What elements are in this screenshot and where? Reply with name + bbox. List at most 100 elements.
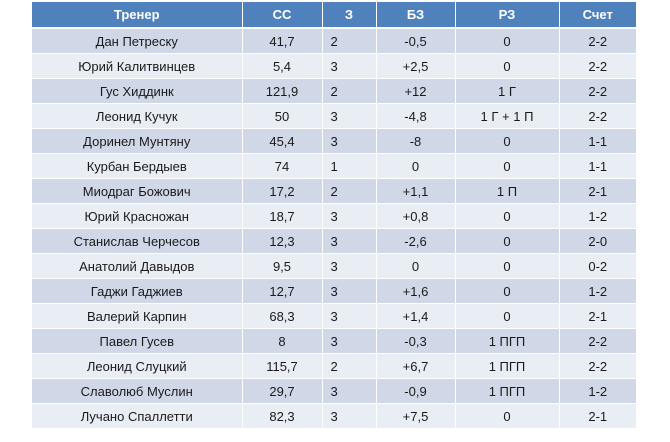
bz-cell: +6,7: [376, 353, 456, 379]
ss-cell: 45,4: [242, 128, 323, 154]
score-cell: 2-2: [559, 328, 636, 354]
bz-cell: 0: [376, 253, 456, 279]
rz-cell: 1 П: [455, 178, 560, 204]
header-coach: Тренер: [32, 2, 243, 29]
table-row: Дан Петреску 41,7 2 -0,5 0 2-2: [32, 28, 636, 54]
header-ss: СС: [242, 2, 323, 29]
bz-cell: -0,5: [376, 28, 456, 54]
table-row: Миодраг Божович 17,2 2 +1,1 1 П 2-1: [32, 178, 636, 204]
score-cell: 2-1: [559, 403, 636, 429]
z-cell: 3: [322, 378, 377, 404]
ss-cell: 29,7: [242, 378, 323, 404]
coach-cell: Леонид Слуцкий: [32, 353, 243, 379]
score-cell: 2-0: [559, 228, 636, 254]
table-row: Леонид Кучук 50 3 -4,8 1 Г + 1 П 2-2: [32, 103, 636, 129]
header-score: Счет: [559, 2, 636, 29]
coach-cell: Павел Гусев: [32, 328, 243, 354]
bz-cell: +1,1: [376, 178, 456, 204]
rz-cell: 0: [455, 128, 560, 154]
score-cell: 0-2: [559, 253, 636, 279]
table-row: Лучано Спаллетти 82,3 3 +7,5 0 2-1: [32, 403, 636, 429]
ss-cell: 74: [242, 153, 323, 179]
z-cell: 3: [322, 103, 377, 129]
z-cell: 2: [322, 353, 377, 379]
coach-cell: Миодраг Божович: [32, 178, 243, 204]
table-row: Курбан Бердыев 74 1 0 0 1-1: [32, 153, 636, 179]
table-row: Леонид Слуцкий 115,7 2 +6,7 1 ПГП 2-2: [32, 353, 636, 379]
score-cell: 1-2: [559, 278, 636, 304]
header-z: З: [322, 2, 377, 29]
header-row: Тренер СС З БЗ РЗ Счет: [32, 2, 636, 29]
bz-cell: +1,4: [376, 303, 456, 329]
rz-cell: 0: [455, 403, 560, 429]
score-cell: 2-1: [559, 303, 636, 329]
bz-cell: +1,6: [376, 278, 456, 304]
table-row: Павел Гусев 8 3 -0,3 1 ПГП 2-2: [32, 328, 636, 354]
bz-cell: +12: [376, 78, 456, 104]
score-cell: 1-1: [559, 128, 636, 154]
coach-cell: Доринел Мунтяну: [32, 128, 243, 154]
score-cell: 2-2: [559, 103, 636, 129]
bz-cell: +2,5: [376, 53, 456, 79]
coach-cell: Дан Петреску: [32, 28, 243, 54]
coach-cell: Леонид Кучук: [32, 103, 243, 129]
ss-cell: 115,7: [242, 353, 323, 379]
score-cell: 1-2: [559, 203, 636, 229]
bz-cell: -8: [376, 128, 456, 154]
rz-cell: 0: [455, 153, 560, 179]
bz-cell: -0,3: [376, 328, 456, 354]
score-cell: 2-2: [559, 28, 636, 54]
table-row: Славолюб Муслин 29,7 3 -0,9 1 ПГП 1-2: [32, 378, 636, 404]
score-cell: 2-1: [559, 178, 636, 204]
z-cell: 3: [322, 228, 377, 254]
rz-cell: 0: [455, 53, 560, 79]
rz-cell: 1 ПГП: [455, 378, 560, 404]
rz-cell: 0: [455, 28, 560, 54]
header-bz: БЗ: [376, 2, 456, 29]
coach-stats-table: Тренер СС З БЗ РЗ Счет Дан Петреску 41,7…: [32, 2, 636, 429]
score-cell: 1-2: [559, 378, 636, 404]
coach-cell: Станислав Черчесов: [32, 228, 243, 254]
rz-cell: 1 Г: [455, 78, 560, 104]
z-cell: 2: [322, 28, 377, 54]
score-cell: 2-2: [559, 53, 636, 79]
bz-cell: -2,6: [376, 228, 456, 254]
rz-cell: 1 ПГП: [455, 328, 560, 354]
coach-cell: Гаджи Гаджиев: [32, 278, 243, 304]
ss-cell: 8: [242, 328, 323, 354]
z-cell: 1: [322, 153, 377, 179]
rz-cell: 0: [455, 228, 560, 254]
z-cell: 2: [322, 178, 377, 204]
coach-table-container: Тренер СС З БЗ РЗ Счет Дан Петреску 41,7…: [32, 2, 636, 429]
ss-cell: 9,5: [242, 253, 323, 279]
rz-cell: 0: [455, 278, 560, 304]
ss-cell: 5,4: [242, 53, 323, 79]
z-cell: 3: [322, 403, 377, 429]
rz-cell: 1 Г + 1 П: [455, 103, 560, 129]
bz-cell: +0,8: [376, 203, 456, 229]
ss-cell: 18,7: [242, 203, 323, 229]
coach-cell: Валерий Карпин: [32, 303, 243, 329]
ss-cell: 41,7: [242, 28, 323, 54]
coach-cell: Лучано Спаллетти: [32, 403, 243, 429]
rz-cell: 0: [455, 203, 560, 229]
z-cell: 3: [322, 278, 377, 304]
ss-cell: 68,3: [242, 303, 323, 329]
ss-cell: 12,7: [242, 278, 323, 304]
coach-cell: Юрий Красножан: [32, 203, 243, 229]
ss-cell: 12,3: [242, 228, 323, 254]
z-cell: 3: [322, 53, 377, 79]
z-cell: 2: [322, 78, 377, 104]
table-row: Доринел Мунтяну 45,4 3 -8 0 1-1: [32, 128, 636, 154]
coach-cell: Анатолий Давыдов: [32, 253, 243, 279]
bz-cell: -0,9: [376, 378, 456, 404]
score-cell: 2-2: [559, 78, 636, 104]
ss-cell: 50: [242, 103, 323, 129]
coach-cell: Юрий Калитвинцев: [32, 53, 243, 79]
z-cell: 3: [322, 303, 377, 329]
coach-cell: Славолюб Муслин: [32, 378, 243, 404]
table-row: Гус Хиддинк 121,9 2 +12 1 Г 2-2: [32, 78, 636, 104]
score-cell: 2-2: [559, 353, 636, 379]
bz-cell: -4,8: [376, 103, 456, 129]
z-cell: 3: [322, 328, 377, 354]
